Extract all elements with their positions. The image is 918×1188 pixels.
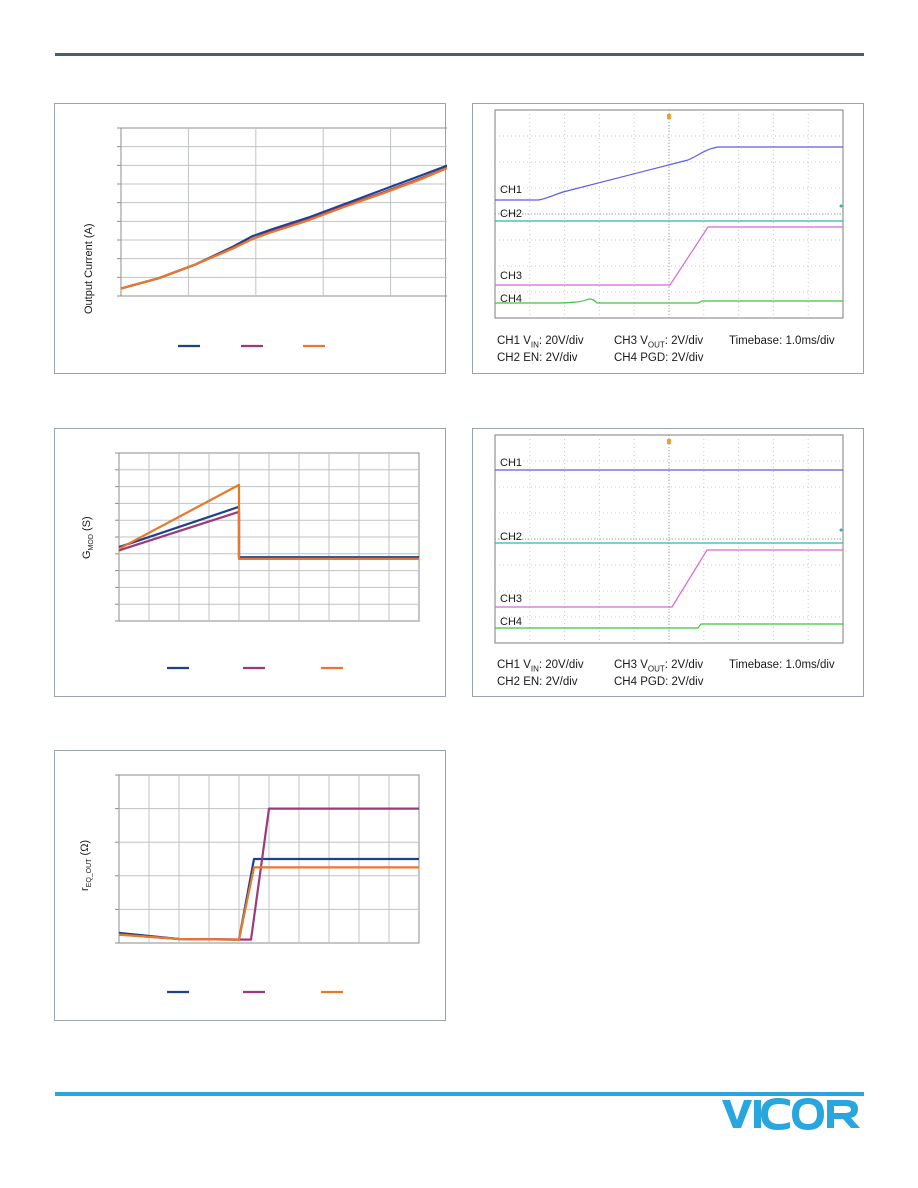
- chart2-series-3-line: [118, 483, 419, 560]
- chart-req-out: rEQ_OUT (Ω): [54, 750, 446, 1021]
- scope-capture-1: CH1 CH2 CH3 CH4 CH1 VIN: 20V/div CH3 VOU…: [472, 103, 864, 374]
- chart1-series-1-line: [120, 164, 447, 290]
- scope2-ch3-label: CH3: [500, 593, 523, 605]
- scope1-ch4-trace: [495, 298, 843, 304]
- scope-level-marker: [839, 528, 843, 532]
- vicor-logo: [722, 1098, 860, 1130]
- scope1-caption-ch1: CH1 VIN: 20V/div: [497, 335, 584, 350]
- scope1-ch4-label: CH4: [500, 293, 523, 305]
- scope2-ch4-label: CH4: [500, 616, 523, 628]
- scope1-ch2-label: CH2: [500, 208, 523, 220]
- chart3-series-3-line: [118, 866, 419, 941]
- scope1-caption-ch2: CH2 EN: 2V/div: [497, 352, 578, 364]
- scope2-ch4-trace: [495, 623, 843, 629]
- scope2-caption-timebase: Timebase: 1.0ms/div: [729, 659, 835, 671]
- footer-rule: [55, 1092, 864, 1096]
- scope1-ch3-trace: [495, 226, 843, 286]
- chart-output-current: Output Current (A): [54, 103, 447, 374]
- chart-gmod: GMOD (S): [54, 428, 446, 697]
- scope2-caption-ch2: CH2 EN: 2V/div: [497, 676, 578, 688]
- scope2-caption-ch1: CH1 VIN: 20V/div: [497, 659, 584, 674]
- chart-gmod-plot: [115, 452, 420, 670]
- chart-output-current-plot: [117, 127, 447, 348]
- chart1-series-3-line: [120, 166, 447, 290]
- scope1-caption-ch3: CH3 VOUT: 2V/div: [614, 335, 704, 350]
- scope2-plot: [494, 434, 844, 644]
- scope1-ch3-label: CH3: [500, 270, 523, 282]
- scope2-caption-ch3: CH3 VOUT: 2V/div: [614, 659, 704, 674]
- scope1-caption-timebase: Timebase: 1.0ms/div: [729, 335, 835, 347]
- trigger-marker: [667, 439, 671, 444]
- scope2-ch2-label: CH2: [500, 531, 523, 543]
- chart2-y-axis-label: GMOD (S): [81, 516, 96, 559]
- chart3-y-axis-label: rEQ_OUT (Ω): [79, 839, 94, 891]
- scope2-ch1-label: CH1: [500, 457, 523, 469]
- plot-area: [120, 127, 447, 297]
- scope2-ch3-trace: [495, 549, 843, 608]
- chart1-y-axis-label: Output Current (A): [83, 223, 95, 314]
- scope1-ch1-label: CH1: [500, 184, 523, 196]
- scope2-caption-ch4: CH4 PGD: 2V/div: [614, 676, 704, 688]
- scope-level-marker: [839, 204, 843, 208]
- trigger-marker: [667, 114, 671, 119]
- scope1-plot: [494, 109, 844, 319]
- chart-req-out-plot: [115, 774, 420, 994]
- scope1-ch1-trace: [495, 146, 843, 201]
- scope1-caption-ch4: CH4 PGD: 2V/div: [614, 352, 704, 364]
- header-rule: [55, 53, 864, 56]
- scope-capture-2: CH1 CH2 CH3 CH4 CH1 VIN: 20V/div CH3 VOU…: [472, 428, 864, 697]
